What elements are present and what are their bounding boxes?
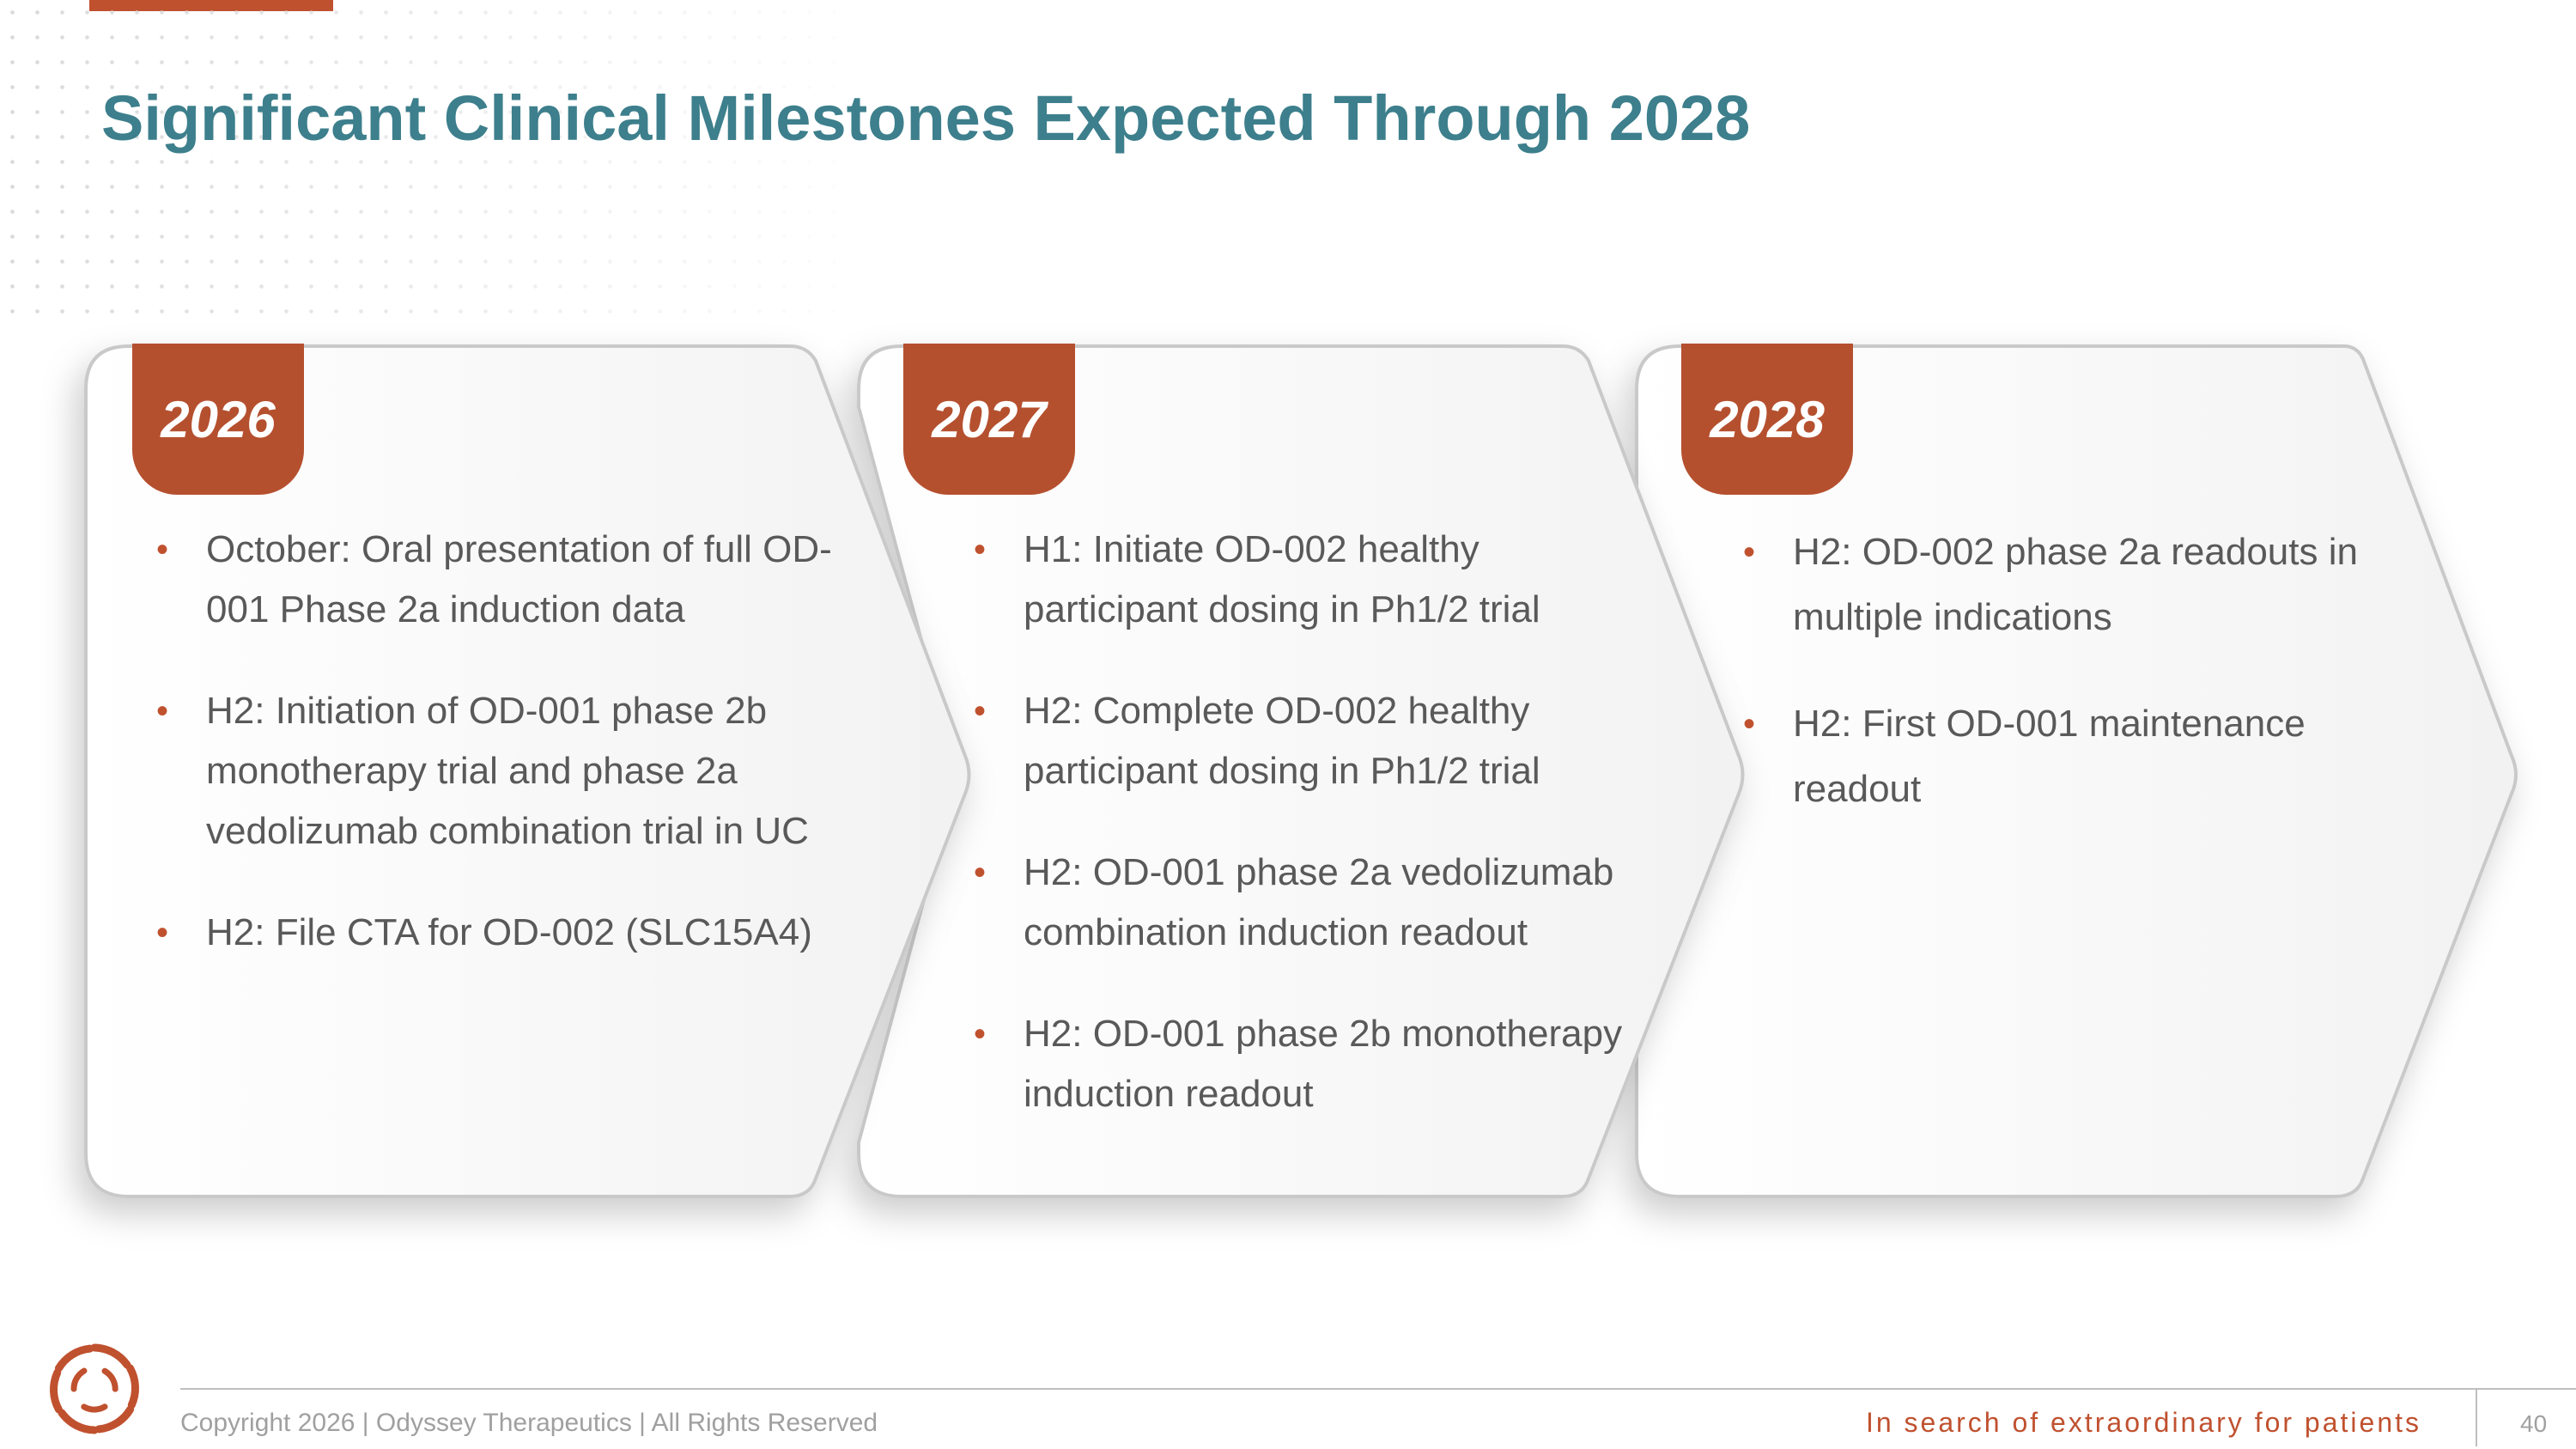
- milestone-list-2026: October: Oral presentation of full OD-00…: [156, 520, 860, 1004]
- milestone-item: H2: File CTA for OD-002 (SLC15A4): [156, 903, 860, 963]
- footer-divider-line: [180, 1388, 2576, 1390]
- milestone-item: H2: OD-002 phase 2a readouts in multiple…: [1743, 520, 2413, 650]
- milestone-item: H2: Complete OD-002 healthy participant …: [974, 681, 1661, 801]
- milestone-item: H2: OD-001 phase 2b monotherapy inductio…: [974, 1004, 1661, 1124]
- dot-pattern-decoration: [0, 0, 893, 318]
- milestone-item: October: Oral presentation of full OD-00…: [156, 520, 860, 640]
- year-tab-2028: 2028: [1681, 344, 1853, 495]
- milestone-list-2028: H2: OD-002 phase 2a readouts in multiple…: [1743, 520, 2413, 863]
- slide-title: Significant Clinical Milestones Expected…: [101, 82, 1751, 154]
- milestone-item: H2: First OD-001 maintenance readout: [1743, 691, 2413, 822]
- footer-vertical-divider: [2476, 1390, 2477, 1446]
- milestone-item: H2: Initiation of OD-001 phase 2b monoth…: [156, 681, 860, 861]
- year-tab-2026: 2026: [132, 344, 304, 495]
- milestone-item: H2: OD-001 phase 2a vedolizumab combinat…: [974, 843, 1661, 963]
- year-tab-2027: 2027: [903, 344, 1075, 495]
- page-number: 40: [2520, 1410, 2548, 1437]
- milestone-list-2027: H1: Initiate OD-002 healthy participant …: [974, 520, 1661, 1166]
- footer-copyright: Copyright 2026 | Odyssey Therapeutics | …: [180, 1409, 878, 1437]
- odyssey-swirl-logo-icon: [50, 1343, 139, 1434]
- footer-tagline: In search of extraordinary for patients: [1865, 1407, 2421, 1438]
- milestone-item: H1: Initiate OD-002 healthy participant …: [974, 520, 1661, 640]
